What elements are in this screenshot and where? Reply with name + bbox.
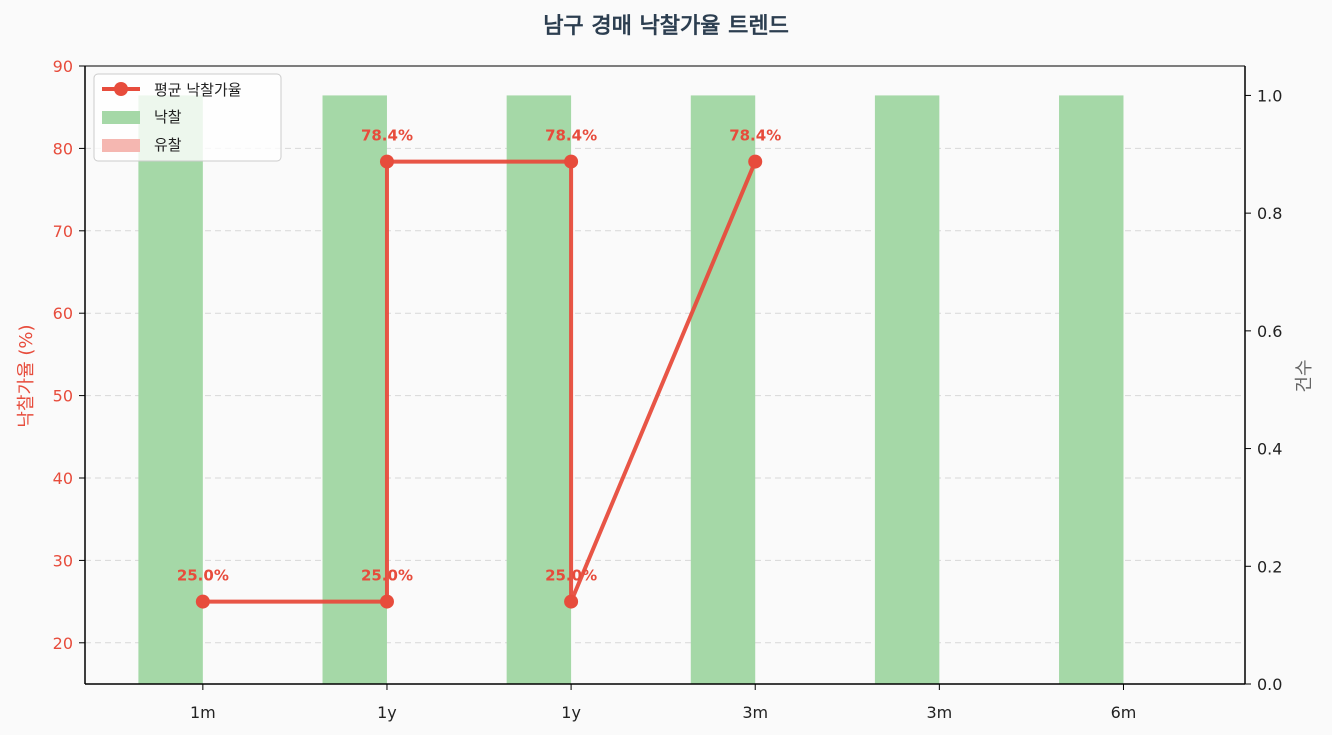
y-left-tick-label: 80 [53,139,73,158]
bar-won [506,95,572,684]
legend-label: 평균 낙찰가율 [154,81,242,99]
x-tick-label: 3m [742,703,768,722]
bars [138,95,1124,684]
data-label: 25.0% [545,567,597,585]
data-label: 78.4% [545,127,597,145]
y-right-tick-label: 0.4 [1257,440,1282,459]
y-left-tick-label: 20 [53,634,73,653]
data-label: 78.4% [361,127,413,145]
y-axis-label-left: 낙찰가율 (%) [16,324,37,427]
x-tick-label: 1y [561,703,581,722]
y-left-tick-label: 70 [53,222,73,241]
axes: 20 30 40 50 60 70 80 90 0.0 0.2 0.4 0.6 0.8 1.0 1m 1y 1y… [53,57,1283,722]
bar-won [690,95,756,684]
y-right-tick-label: 0.6 [1257,322,1282,341]
legend-won-swatch [102,111,140,124]
bar-won [874,95,940,684]
rate-point [379,594,394,609]
y-right-tick-label: 0.0 [1257,675,1282,694]
y-left-tick-label: 60 [53,304,73,323]
y-left-tick-label: 40 [53,469,73,488]
data-label: 78.4% [729,127,781,145]
rate-line [202,159,758,604]
rate-point [195,594,210,609]
y-left-tick-label: 50 [53,387,73,406]
bar-won [138,95,203,684]
rate-point [379,154,394,169]
y-axis-label-right: 건수 [1294,359,1315,392]
legend-box [93,73,282,162]
legend-failed-swatch [102,139,140,152]
bar-won [1059,95,1124,684]
data-label: 25.0% [177,567,229,585]
x-tick-label: 3m [926,703,952,722]
x-tick-label: 1y [377,703,397,722]
x-tick-label: 6m [1111,703,1137,722]
chart-title: 남구 경매 낙찰가율 트렌드 [543,14,789,39]
bar-won [322,95,387,684]
rate-point [564,594,579,609]
legend-line-marker [114,82,128,96]
y-right-tick-label: 1.0 [1257,86,1282,105]
y-left-tick-label: 90 [53,57,73,76]
legend-label: 낙찰 [154,108,182,126]
rate-point [564,154,579,169]
y-right-tick-label: 0.8 [1257,204,1282,223]
rate-point [748,154,763,169]
x-tick-label: 1m [190,703,216,722]
y-right-tick-label: 0.2 [1257,557,1282,576]
legend-label: 유찰 [154,136,182,154]
y-left-tick-label: 30 [53,551,73,570]
line-series: 25.0% 25.0% 78.4% 78.4% 25.0% 78.4% [177,127,781,609]
data-label: 25.0% [361,567,413,585]
